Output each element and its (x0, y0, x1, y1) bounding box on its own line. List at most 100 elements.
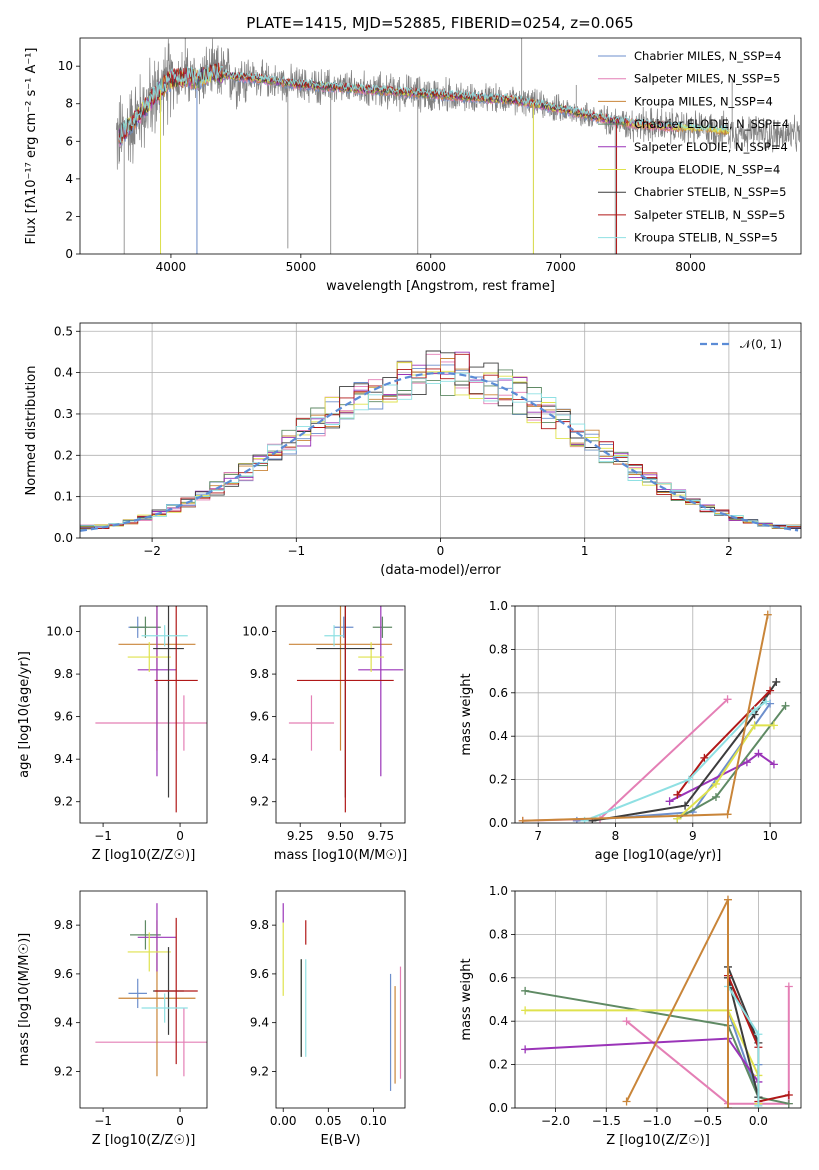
y-tick-label: 9.2 (54, 795, 73, 809)
weight-line (525, 1037, 760, 1083)
weight-marker (700, 753, 709, 762)
weight-marker (754, 1030, 763, 1039)
plot-area-5 (95, 903, 207, 1077)
weight-line (592, 681, 778, 822)
y-tick-label: 0.6 (489, 971, 508, 985)
y-tick-label: 0.4 (489, 1014, 508, 1028)
y-tick-label: 9.2 (250, 795, 269, 809)
x-tick-label: 4000 (156, 260, 187, 274)
x-axis-label: Z [log10(Z/Z☉)] (92, 1133, 196, 1148)
histogram-step (80, 350, 801, 530)
weight-line (584, 700, 767, 822)
x-tick-label: 5000 (286, 260, 317, 274)
weight-marker (781, 701, 790, 710)
y-axis-label: Normed distribution (24, 366, 39, 496)
x-tick-label: −2 (143, 544, 161, 558)
weight-marker (784, 982, 793, 991)
y-tick-label: 9.4 (54, 752, 73, 766)
x-tick-label: −0.5 (693, 1114, 722, 1128)
weight-marker (763, 610, 772, 619)
y-axis-label: mass weight (459, 958, 474, 1040)
axes-frame (514, 890, 802, 1109)
x-tick-label: −1 (94, 829, 112, 843)
weight-marker (742, 758, 751, 767)
x-tick-label: −1.5 (592, 1114, 621, 1128)
weight-marker (754, 1101, 763, 1108)
y-tick-label: 0 (65, 247, 73, 261)
y-tick-label: 0.0 (489, 1101, 508, 1115)
weight-marker (521, 986, 530, 995)
x-axis-label: Z [log10(Z/Z☉)] (92, 848, 196, 863)
y-tick-label: 0.0 (54, 531, 73, 545)
x-tick-label: 0.05 (315, 1114, 342, 1128)
x-tick-label: 0 (176, 829, 184, 843)
y-tick-label: 0.2 (54, 448, 73, 462)
y-tick-label: 10 (58, 59, 73, 73)
x-axis-label: age [log10(age/yr)] (595, 848, 722, 863)
y-tick-label: 2 (65, 209, 73, 223)
weight-line (522, 614, 769, 822)
y-tick-label: 10.0 (46, 625, 73, 639)
x-tick-label: 1 (581, 544, 589, 558)
x-tick-label: 8000 (675, 260, 706, 274)
y-axis-label: mass weight (459, 673, 474, 755)
weight-line (669, 752, 775, 803)
y-tick-label: 9.8 (54, 918, 73, 932)
y-tick-label: 0.2 (489, 773, 508, 787)
weight-marker (769, 760, 778, 769)
x-tick-label: 0 (176, 1114, 184, 1128)
axes-frame (275, 890, 406, 1109)
axes-frame (275, 605, 406, 824)
x-axis-label: E(B-V) (320, 1133, 360, 1148)
weight-marker (750, 706, 759, 715)
weight-marker (723, 695, 732, 704)
plot-area-0 (116, 38, 801, 254)
weight-marker (754, 749, 763, 758)
weight-marker (723, 895, 732, 904)
legend-label: Kroupa ELODIE, N_SSP=4 (634, 163, 780, 177)
legend-label: Salpeter STELIB, N_SSP=5 (634, 208, 785, 222)
x-axis-label: (data-model)/error (380, 563, 501, 578)
normal-curve (80, 372, 799, 532)
axes-frame (514, 605, 802, 824)
weight-marker (673, 790, 682, 799)
axes-frame (79, 605, 208, 824)
x-tick-label: 6000 (415, 260, 446, 274)
y-tick-label: 9.8 (54, 667, 73, 681)
weight-marker (521, 1045, 530, 1054)
x-tick-label: 8 (612, 829, 620, 843)
x-tick-label: 10 (762, 829, 777, 843)
y-tick-label: 10.0 (242, 625, 269, 639)
legend-label-normal: 𝒩(0, 1) (740, 337, 782, 351)
weight-marker (762, 697, 771, 706)
y-tick-label: 9.8 (250, 918, 269, 932)
weight-line (625, 899, 729, 1108)
y-tick-label: 0.1 (54, 490, 73, 504)
plot-area-2 (95, 606, 207, 813)
legend-label: Salpeter MILES, N_SSP=5 (634, 72, 780, 86)
plot-area-4 (518, 610, 790, 823)
y-tick-label: 1.0 (489, 599, 508, 613)
weight-marker (772, 677, 781, 686)
y-tick-label: 9.6 (250, 967, 269, 981)
weight-marker (681, 801, 690, 810)
plot-area-6 (282, 903, 402, 1091)
x-axis-label: Z [log10(Z/Z☉)] (606, 1133, 710, 1148)
axes-frame (79, 37, 802, 255)
weight-marker (723, 810, 732, 819)
y-tick-label: 0.2 (489, 1058, 508, 1072)
legend-label: Salpeter ELODIE, N_SSP=4 (634, 140, 788, 154)
x-axis-label: mass [log10(M/M☉)] (274, 848, 407, 863)
weight-marker (711, 792, 720, 801)
axes-frame (79, 322, 802, 539)
weight-marker (665, 797, 674, 806)
weight-marker (784, 1099, 793, 1108)
y-tick-label: 4 (65, 172, 73, 186)
y-tick-label: 0.8 (489, 927, 508, 941)
weight-marker (750, 721, 759, 730)
y-tick-label: 9.6 (54, 710, 73, 724)
y-tick-label: 1.0 (489, 884, 508, 898)
y-tick-label: 6 (65, 134, 73, 148)
weight-marker (622, 1017, 631, 1026)
